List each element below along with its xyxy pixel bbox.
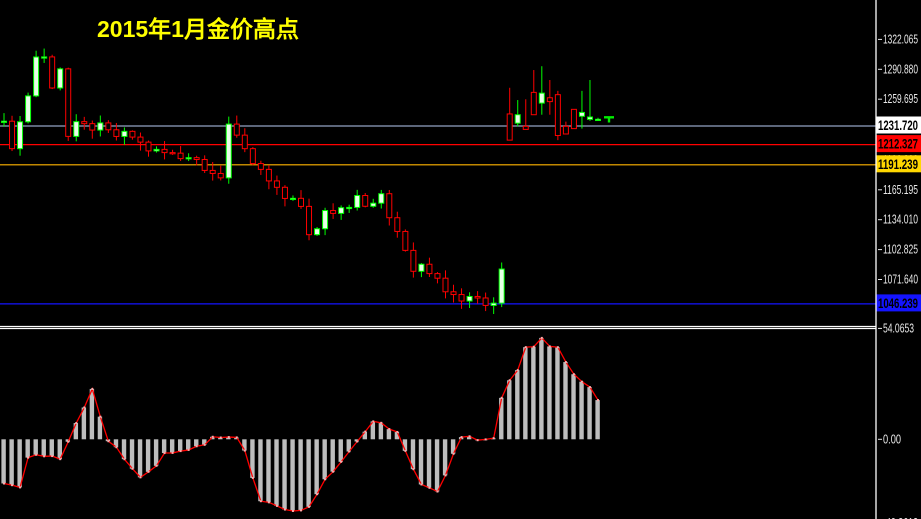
svg-text:1231.720: 1231.720 bbox=[878, 117, 918, 133]
svg-text:0.00: 0.00 bbox=[883, 431, 901, 446]
svg-text:1071.640: 1071.640 bbox=[883, 272, 918, 287]
svg-text:1191.239: 1191.239 bbox=[878, 156, 918, 172]
svg-text:1212.327: 1212.327 bbox=[878, 136, 918, 152]
svg-text:54.0653: 54.0653 bbox=[883, 320, 914, 335]
svg-text:1290.880: 1290.880 bbox=[883, 61, 918, 76]
svg-text:1259.695: 1259.695 bbox=[883, 91, 918, 106]
svg-text:1322.065: 1322.065 bbox=[883, 31, 918, 46]
svg-text:1165.195: 1165.195 bbox=[883, 182, 918, 197]
svg-text:1134.010: 1134.010 bbox=[883, 212, 918, 227]
svg-text:2015年1月金价高点: 2015年1月金价高点 bbox=[97, 16, 299, 42]
svg-text:-40.8613: -40.8613 bbox=[883, 515, 918, 519]
svg-text:1046.239: 1046.239 bbox=[878, 295, 918, 311]
svg-text:1102.825: 1102.825 bbox=[883, 242, 918, 257]
